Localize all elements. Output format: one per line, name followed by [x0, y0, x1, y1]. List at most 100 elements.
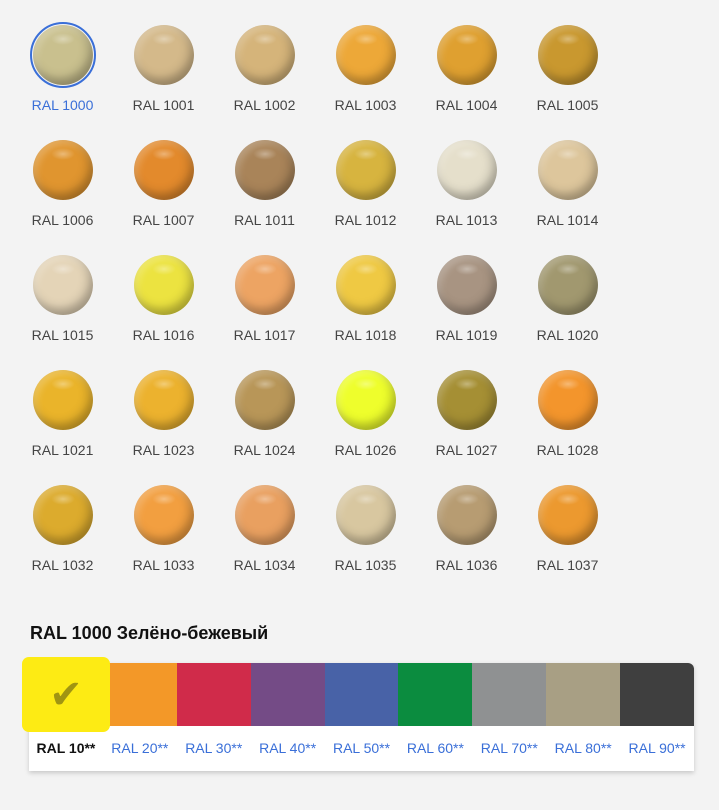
color-ball-icon	[537, 485, 598, 545]
group-swatch	[398, 663, 473, 726]
active-group-tile[interactable]: ✔	[22, 657, 110, 732]
group-label[interactable]: RAL 40**	[259, 740, 317, 756]
swatch-label: RAL 1017	[233, 327, 296, 343]
group-label[interactable]: RAL 30**	[185, 740, 243, 756]
swatch-ring	[434, 367, 500, 433]
swatch-label: RAL 1006	[31, 212, 94, 228]
group-label[interactable]: RAL 80**	[554, 740, 612, 756]
swatch-ring	[535, 22, 601, 88]
color-swatch[interactable]: RAL 1005	[517, 22, 618, 137]
swatch-ring	[333, 252, 399, 318]
color-swatch[interactable]: RAL 1011	[214, 137, 315, 252]
group-label[interactable]: RAL 20**	[111, 740, 169, 756]
selected-ring	[29, 22, 96, 88]
color-swatch[interactable]: RAL 1003	[315, 22, 416, 137]
color-swatch[interactable]: RAL 1017	[214, 252, 315, 367]
swatch-ring	[30, 252, 96, 318]
color-swatch[interactable]: RAL 1026	[315, 367, 416, 482]
color-ball-icon	[436, 140, 497, 200]
swatch-label: RAL 1015	[31, 327, 94, 343]
color-ball-icon	[32, 370, 93, 430]
swatch-ring	[30, 137, 96, 203]
color-ball-icon	[32, 140, 93, 200]
group-label[interactable]: RAL 90**	[628, 740, 686, 756]
swatch-label: RAL 1023	[132, 442, 195, 458]
color-ball-icon	[133, 485, 194, 545]
color-group-tab[interactable]: RAL 20**	[102, 663, 177, 771]
color-swatch[interactable]: RAL 1014	[517, 137, 618, 252]
swatch-ring	[333, 482, 399, 548]
color-group-tab[interactable]: RAL 70**	[472, 663, 547, 771]
group-label[interactable]: RAL 60**	[406, 740, 464, 756]
color-swatch[interactable]: RAL 1016	[113, 252, 214, 367]
color-group-tab[interactable]: RAL 80**	[546, 663, 621, 771]
group-swatch	[546, 663, 621, 726]
swatch-label: RAL 1034	[233, 557, 296, 573]
color-ball-icon	[32, 255, 93, 315]
color-group-tab[interactable]: RAL 60**	[398, 663, 473, 771]
color-swatch[interactable]: RAL 1021	[12, 367, 113, 482]
group-label[interactable]: RAL 10**	[36, 740, 96, 756]
swatch-ring	[535, 252, 601, 318]
color-swatch[interactable]: RAL 1020	[517, 252, 618, 367]
color-ball-icon	[537, 370, 598, 430]
swatch-label: RAL 1026	[334, 442, 397, 458]
color-group-tab[interactable]: RAL 50**	[324, 663, 399, 771]
color-group-tab[interactable]: RAL 30**	[176, 663, 251, 771]
swatch-label: RAL 1032	[31, 557, 94, 573]
swatch-label: RAL 1019	[435, 327, 498, 343]
color-swatch[interactable]: RAL 1015	[12, 252, 113, 367]
swatch-label: RAL 1005	[536, 97, 599, 113]
color-swatch[interactable]: RAL 1002	[214, 22, 315, 137]
color-swatch[interactable]: RAL 1013	[416, 137, 517, 252]
color-ball-icon	[436, 370, 497, 430]
group-label[interactable]: RAL 70**	[480, 740, 538, 756]
color-swatch[interactable]: RAL 1027	[416, 367, 517, 482]
color-swatch[interactable]: RAL 1019	[416, 252, 517, 367]
color-swatch[interactable]: RAL 1018	[315, 252, 416, 367]
color-swatch[interactable]: RAL 1035	[315, 482, 416, 597]
swatch-ring	[434, 137, 500, 203]
swatch-label: RAL 1000	[31, 97, 94, 113]
color-ball-icon	[133, 370, 194, 430]
swatch-label: RAL 1036	[435, 557, 498, 573]
group-label[interactable]: RAL 50**	[332, 740, 391, 756]
color-swatch[interactable]: RAL 1007	[113, 137, 214, 252]
swatch-label: RAL 1018	[334, 327, 397, 343]
color-swatch[interactable]: RAL 1036	[416, 482, 517, 597]
swatch-label: RAL 1002	[233, 97, 296, 113]
color-swatch[interactable]: RAL 1032	[12, 482, 113, 597]
swatch-ring	[131, 252, 197, 318]
color-ball-icon	[537, 25, 598, 85]
color-group-tab[interactable]: RAL 40**	[250, 663, 325, 771]
color-swatch[interactable]: RAL 1024	[214, 367, 315, 482]
color-swatch[interactable]: RAL 1012	[315, 137, 416, 252]
swatch-ring	[434, 482, 500, 548]
color-swatch[interactable]: RAL 1033	[113, 482, 214, 597]
color-ball-icon	[234, 25, 295, 85]
swatch-ring	[30, 367, 96, 433]
swatch-label: RAL 1011	[234, 212, 295, 228]
color-swatch[interactable]: RAL 1037	[517, 482, 618, 597]
swatch-label: RAL 1021	[31, 442, 94, 458]
color-ball-icon	[436, 485, 497, 545]
color-ball-icon	[335, 370, 396, 430]
color-swatch[interactable]: RAL 1034	[214, 482, 315, 597]
color-ball-icon	[436, 25, 497, 85]
color-ball-icon	[234, 370, 295, 430]
color-swatch[interactable]: RAL 1028	[517, 367, 618, 482]
color-swatch[interactable]: RAL 1000	[12, 22, 113, 137]
swatch-ring	[333, 137, 399, 203]
swatch-label: RAL 1014	[536, 212, 599, 228]
color-swatch[interactable]: RAL 1006	[12, 137, 113, 252]
color-group-tab[interactable]: RAL 90**	[620, 663, 695, 771]
color-ball-icon	[133, 255, 194, 315]
swatch-label: RAL 1004	[435, 97, 498, 113]
color-swatch[interactable]: RAL 1023	[113, 367, 214, 482]
color-swatch[interactable]: RAL 1004	[416, 22, 517, 137]
color-ball-icon	[234, 485, 295, 545]
swatch-label: RAL 1035	[334, 557, 397, 573]
selected-color-title: RAL 1000 Зелёно-бежевый	[30, 623, 269, 643]
color-swatch[interactable]: RAL 1001	[113, 22, 214, 137]
swatch-ring	[434, 252, 500, 318]
